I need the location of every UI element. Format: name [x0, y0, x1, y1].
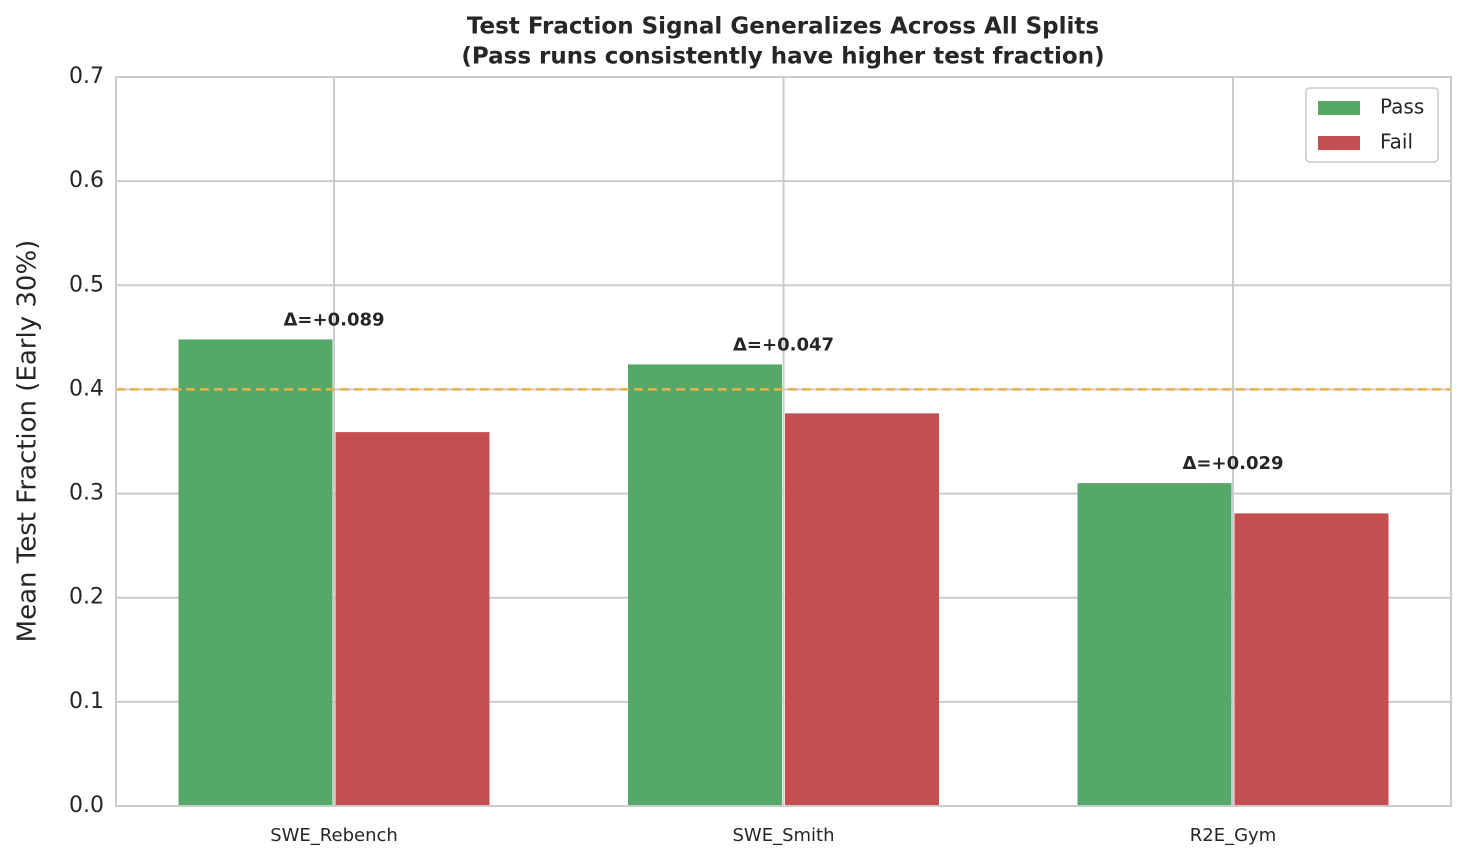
- y-tick-label: 0.3: [69, 481, 104, 506]
- y-tick-label: 0.0: [69, 793, 104, 818]
- y-tick-label: 0.4: [69, 376, 104, 401]
- plot-frame: [115, 76, 1452, 807]
- legend-label: Fail: [1380, 130, 1413, 154]
- x-tick-label: SWE_Smith: [732, 825, 834, 846]
- bar: [335, 432, 490, 806]
- y-tick-label: 0.7: [69, 64, 104, 89]
- y-tick-label: 0.2: [69, 585, 104, 610]
- x-tick-label: R2E_Gym: [1190, 825, 1276, 846]
- chart-subtitle: (Pass runs consistently have higher test…: [461, 44, 1104, 70]
- x-tick-label: SWE_Rebench: [270, 825, 398, 846]
- bar: [178, 339, 333, 806]
- bar: [1077, 483, 1232, 806]
- legend-swatch: [1318, 101, 1360, 115]
- chart-title: Test Fraction Signal Generalizes Across …: [467, 14, 1099, 40]
- y-tick-label: 0.5: [69, 272, 104, 297]
- legend-swatch: [1318, 136, 1360, 150]
- bar: [628, 364, 782, 806]
- annotation: Δ=+0.047: [733, 334, 834, 355]
- y-tick-label: 0.1: [69, 689, 104, 714]
- bar: [1234, 513, 1389, 806]
- bar: [785, 413, 939, 806]
- annotation: Δ=+0.029: [1182, 453, 1283, 474]
- legend-label: Pass: [1380, 95, 1424, 119]
- annotation: Δ=+0.089: [283, 309, 384, 330]
- y-tick-label: 0.6: [69, 168, 104, 193]
- y-axis-label: Mean Test Fraction (Early 30%): [13, 240, 43, 643]
